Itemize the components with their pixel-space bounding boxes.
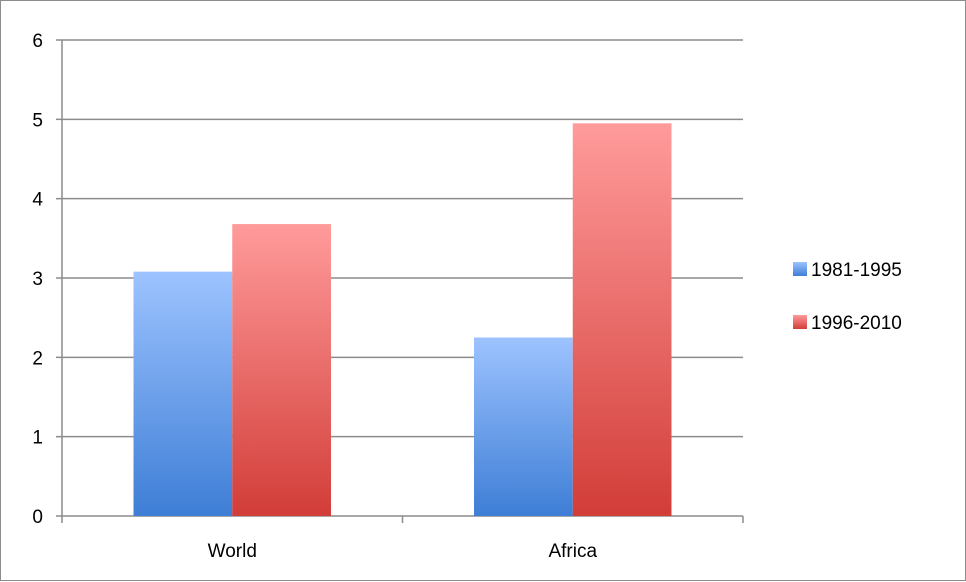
legend-swatch-0: [793, 262, 807, 276]
x-tick-label-0: World: [208, 541, 257, 562]
legend-swatch-1: [793, 315, 807, 329]
bars: [133, 123, 672, 517]
y-tick-label-1: 1: [32, 428, 43, 449]
bar-world-1996-2010: [232, 224, 331, 516]
tick-labels: 0 1 2 3 4 5 6 World Africa: [32, 31, 597, 562]
legend: 1981-1995 1996-2010: [793, 260, 902, 334]
y-tick-label-6: 6: [32, 31, 43, 52]
y-tick-label-4: 4: [32, 190, 43, 211]
x-tick-label-1: Africa: [548, 541, 597, 562]
y-tick-label-0: 0: [32, 507, 43, 528]
bar-world-1981-1995: [133, 271, 233, 516]
y-tick-label-3: 3: [32, 269, 43, 290]
y-tick-label-5: 5: [32, 110, 43, 131]
bar-africa-1981-1995: [474, 337, 573, 516]
bar-africa-1996-2010: [572, 123, 672, 517]
legend-label-0: 1981-1995: [811, 260, 902, 281]
y-tick-label-2: 2: [32, 348, 43, 369]
legend-label-1: 1996-2010: [811, 313, 902, 334]
